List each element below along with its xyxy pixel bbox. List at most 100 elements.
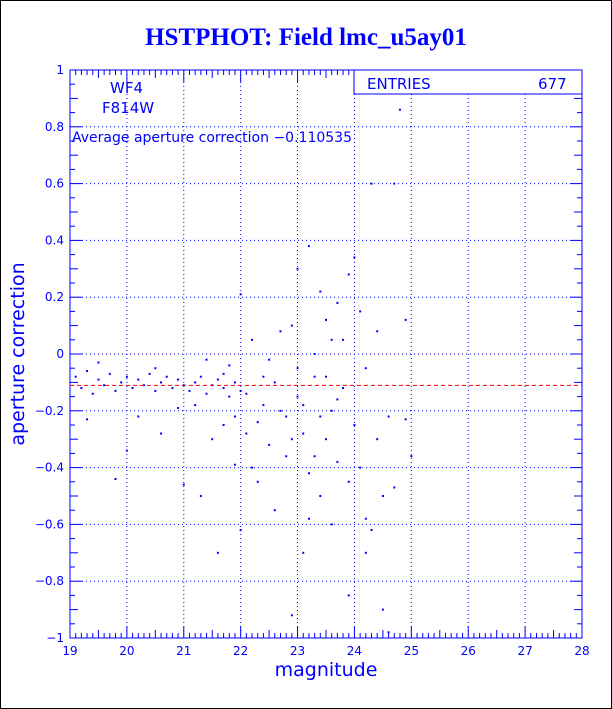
y-axis-label: aperture correction	[7, 262, 29, 445]
stats-box	[353, 69, 583, 95]
data-point	[125, 375, 128, 378]
data-point	[370, 182, 373, 185]
x-tick-label: 24	[347, 644, 362, 658]
data-point	[74, 375, 77, 378]
data-point	[307, 472, 310, 475]
data-point	[97, 378, 100, 381]
data-point	[222, 424, 225, 426]
data-point	[290, 614, 293, 617]
data-point	[97, 361, 100, 364]
data-point	[86, 370, 89, 373]
y-tick-label: 0.8	[45, 120, 64, 134]
data-point	[188, 389, 191, 392]
data-point	[398, 108, 401, 111]
x-tick-label: 21	[176, 644, 191, 658]
data-point	[239, 293, 242, 296]
data-point	[302, 551, 305, 554]
data-point	[353, 424, 356, 426]
data-point	[108, 372, 111, 375]
data-points	[74, 108, 413, 634]
data-point	[262, 404, 265, 407]
y-tick-label: −0.6	[35, 517, 64, 531]
y-tick-label: −1	[46, 631, 64, 645]
data-point	[319, 495, 322, 497]
data-point	[336, 398, 339, 401]
data-point	[245, 392, 248, 395]
data-point	[114, 389, 117, 392]
data-point	[256, 480, 259, 483]
data-point	[325, 438, 327, 441]
data-point	[330, 338, 333, 341]
data-point	[120, 381, 123, 384]
data-point	[296, 395, 299, 398]
data-point	[268, 358, 271, 361]
data-point	[330, 409, 333, 412]
grid	[70, 70, 582, 638]
data-point	[279, 330, 282, 333]
data-point	[137, 378, 140, 381]
x-tick-label: 25	[404, 644, 419, 658]
data-point	[381, 495, 384, 497]
data-point	[319, 415, 322, 418]
data-point	[233, 415, 236, 418]
data-point	[216, 378, 219, 381]
filter-label: F814W	[102, 99, 154, 117]
y-tick-label: 0.2	[45, 290, 64, 304]
data-point	[233, 463, 236, 466]
data-point	[131, 387, 134, 390]
data-point	[359, 310, 362, 313]
stats-entries-label: ENTRIES	[367, 75, 431, 93]
data-point	[171, 387, 174, 390]
data-point	[91, 392, 94, 395]
data-point	[302, 404, 305, 407]
data-point	[211, 438, 214, 441]
data-point	[148, 372, 151, 375]
data-point	[290, 324, 293, 327]
data-point	[103, 384, 106, 387]
data-point	[342, 338, 345, 341]
data-point	[80, 387, 83, 390]
data-point	[387, 415, 390, 418]
data-point	[296, 367, 299, 370]
data-point	[177, 406, 180, 409]
x-tick-label: 23	[290, 644, 305, 658]
data-point	[290, 438, 293, 441]
y-tick-label: −0.2	[35, 404, 64, 418]
chip-label: WF4	[110, 79, 143, 97]
x-tick-labels: 19 20 21 22 23 24 25 26 27 28	[62, 644, 589, 658]
data-point	[245, 432, 248, 435]
data-point	[410, 455, 413, 458]
data-point	[347, 273, 350, 276]
data-point	[336, 301, 339, 304]
data-point	[285, 455, 288, 458]
data-point	[404, 318, 407, 321]
data-point	[222, 372, 225, 375]
data-point	[313, 353, 316, 355]
data-point	[268, 443, 271, 446]
data-point	[160, 381, 163, 384]
data-point	[359, 466, 362, 469]
data-point	[154, 389, 157, 392]
data-point	[251, 466, 254, 469]
data-point	[347, 480, 350, 483]
data-point	[307, 245, 310, 248]
data-point	[376, 330, 379, 333]
y-tick-label: 0	[56, 347, 64, 361]
data-point	[381, 608, 384, 611]
data-point	[273, 509, 276, 512]
x-tick-label: 22	[233, 644, 248, 658]
data-point	[336, 460, 339, 463]
data-point	[353, 256, 356, 259]
data-point	[376, 438, 379, 441]
data-point	[307, 517, 310, 520]
y-tick-label: 0.6	[45, 177, 64, 191]
data-point	[177, 378, 180, 381]
data-point	[364, 367, 367, 370]
data-point	[125, 449, 128, 452]
x-tick-label: 26	[461, 644, 476, 658]
data-point	[199, 495, 202, 497]
data-point	[239, 389, 242, 392]
y-tick-label: 0.4	[45, 233, 64, 247]
data-point	[330, 523, 333, 526]
